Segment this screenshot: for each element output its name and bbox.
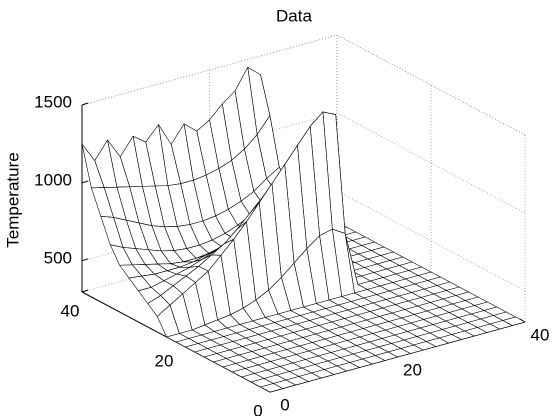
y-tick-label: 0 xyxy=(253,401,262,416)
x-tick-label: 40 xyxy=(531,325,550,344)
grid-line xyxy=(336,190,526,292)
x-tick-label: 20 xyxy=(403,360,422,379)
chart-title: Data xyxy=(276,6,312,25)
z-tick xyxy=(81,258,89,262)
y-tick-label: 40 xyxy=(61,301,80,320)
z-axis-label: Temperature xyxy=(3,152,22,247)
x-tick-label: 0 xyxy=(280,395,289,414)
grid-line xyxy=(336,112,526,214)
z-tick xyxy=(81,180,89,184)
surface-patch xyxy=(260,383,284,393)
z-tick xyxy=(81,102,89,106)
y-tick-label: 20 xyxy=(155,351,174,370)
grid-line xyxy=(336,34,526,136)
z-tick-label: 1500 xyxy=(34,92,72,111)
grid-line xyxy=(81,34,338,106)
z-tick-label: 500 xyxy=(44,248,72,267)
z-tick-label: 1000 xyxy=(34,170,72,189)
y-tick xyxy=(81,289,89,293)
